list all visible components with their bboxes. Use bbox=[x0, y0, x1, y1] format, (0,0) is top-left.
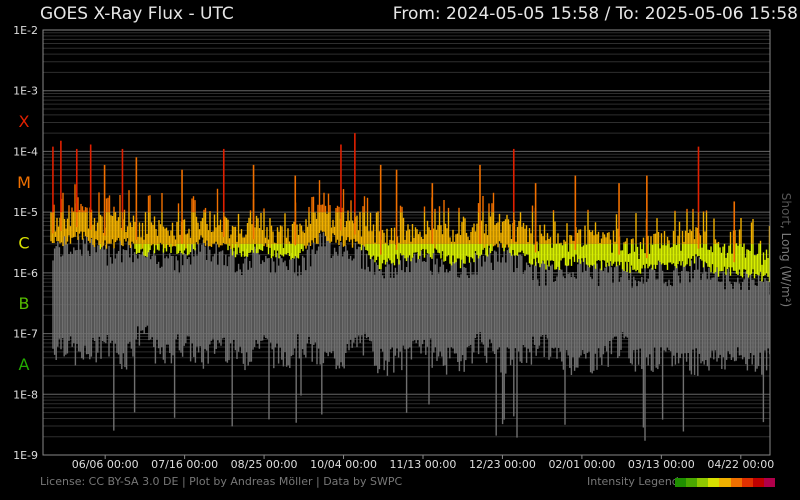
flare-class-a: A bbox=[19, 355, 30, 374]
x-tick-label: 11/13 00:00 bbox=[390, 458, 457, 471]
flare-class-labels: A B C M X bbox=[17, 112, 31, 374]
legend-swatch bbox=[708, 478, 720, 487]
label-separator: , bbox=[779, 224, 793, 233]
flare-class-b: B bbox=[19, 294, 30, 313]
x-tick-label: 04/22 00:00 bbox=[707, 458, 774, 471]
legend-swatch bbox=[686, 478, 698, 487]
long-label: Long (W/m²) bbox=[779, 232, 793, 308]
legend-swatch bbox=[675, 478, 687, 487]
chart-title: GOES X-Ray Flux - UTC bbox=[40, 4, 234, 24]
intensity-legend bbox=[675, 478, 775, 487]
y-axis-ticks: 1E-9 1E-8 1E-7 1E-6 1E-5 1E-4 1E-3 1E-2 bbox=[13, 24, 38, 462]
x-tick-label: 12/23 00:00 bbox=[469, 458, 536, 471]
legend-label: Intensity Legend bbox=[587, 475, 679, 488]
flare-class-m: M bbox=[17, 173, 31, 192]
y-tick-label: 1E-2 bbox=[13, 24, 38, 37]
legend-swatch bbox=[763, 478, 775, 487]
y-tick-label: 1E-7 bbox=[13, 328, 38, 341]
x-tick-label: 06/06 00:00 bbox=[72, 458, 139, 471]
x-tick-label: 10/04 00:00 bbox=[310, 458, 377, 471]
y-tick-label: 1E-9 bbox=[13, 449, 38, 462]
short-series bbox=[52, 232, 771, 441]
credits-footer: License: CC BY-SA 3.0 DE | Plot by Andre… bbox=[40, 475, 403, 488]
y-tick-label: 1E-3 bbox=[13, 85, 38, 98]
plot-frame bbox=[42, 29, 771, 456]
long-series bbox=[50, 133, 771, 282]
y-tick-label: 1E-6 bbox=[13, 267, 38, 280]
y-axis-label: Short, Long (W/m²) bbox=[779, 193, 793, 307]
y-tick-label: 1E-5 bbox=[13, 206, 38, 219]
x-tick-label: 07/16 00:00 bbox=[151, 458, 218, 471]
x-tick-label: 08/25 00:00 bbox=[231, 458, 298, 471]
y-tick-label: 1E-4 bbox=[13, 145, 38, 158]
short-label: Short bbox=[779, 192, 793, 225]
x-axis-ticks: 06/06 00:00 07/16 00:00 08/25 00:00 10/04 0… bbox=[72, 455, 774, 471]
flare-class-x: X bbox=[19, 112, 30, 131]
legend-swatch bbox=[730, 478, 742, 487]
x-tick-label: 02/01 00:00 bbox=[548, 458, 615, 471]
y-tick-label: 1E-8 bbox=[13, 388, 38, 401]
legend-swatch bbox=[697, 478, 709, 487]
legend-swatch bbox=[741, 478, 753, 487]
legend-swatch bbox=[752, 478, 764, 487]
x-tick-label: 03/13 00:00 bbox=[628, 458, 695, 471]
date-range: From: 2024-05-05 15:58 / To: 2025-05-06 … bbox=[392, 4, 798, 24]
legend-swatch bbox=[719, 478, 731, 487]
plot-border bbox=[42, 29, 771, 456]
flare-class-c: C bbox=[18, 234, 29, 253]
